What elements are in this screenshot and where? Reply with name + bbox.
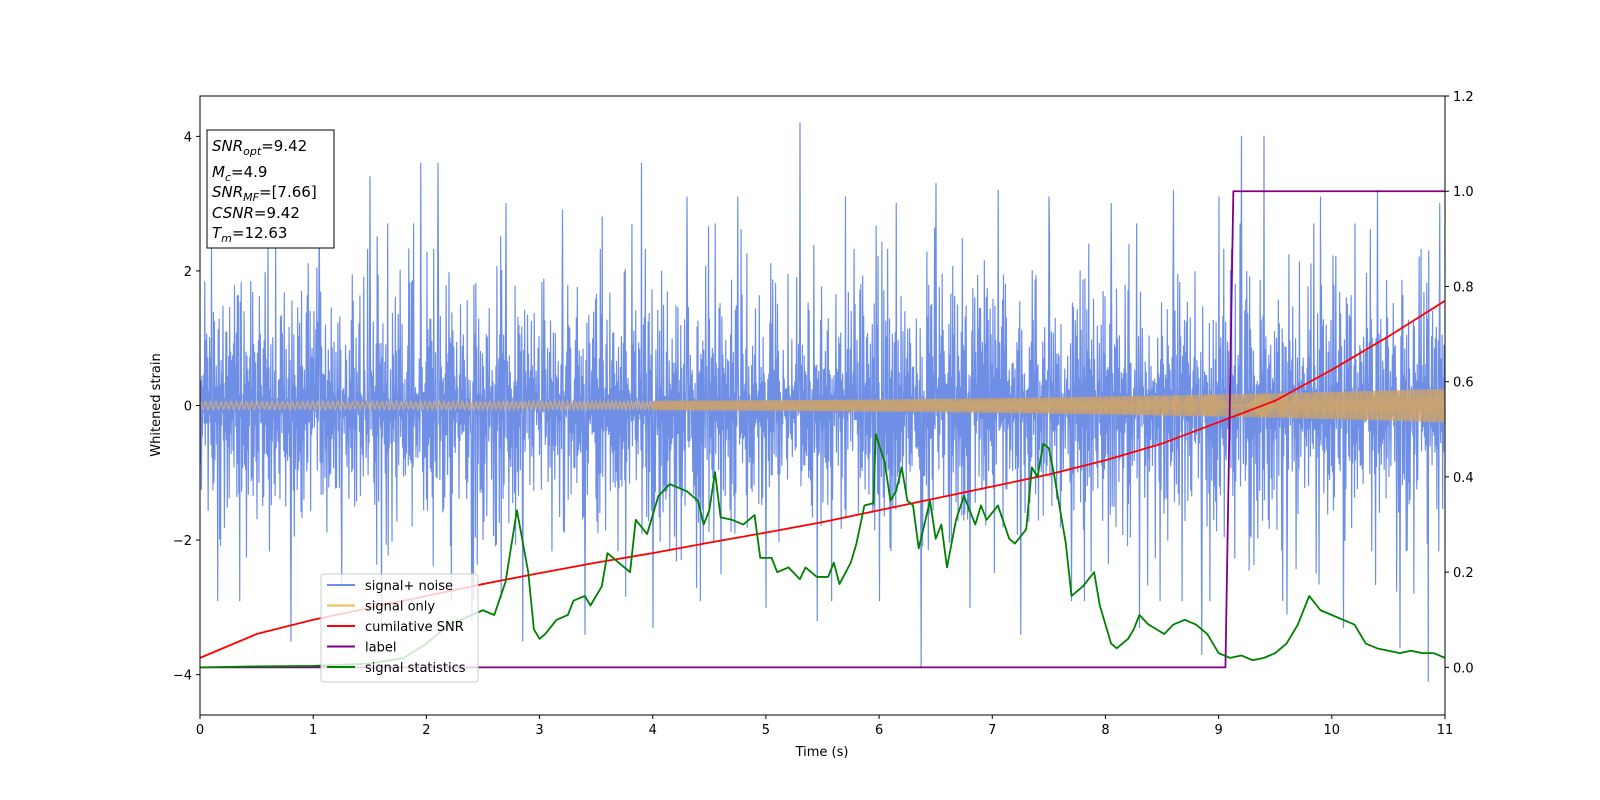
y-right-tick-label: 0.8 <box>1453 280 1474 295</box>
y-left-tick-label: −4 <box>173 669 192 684</box>
x-tick-label: 5 <box>762 723 770 738</box>
x-axis-label: Time (s) <box>795 745 849 760</box>
x-tick-label: 8 <box>1101 723 1109 738</box>
info-csnr: CSNR=9.42 <box>212 204 300 222</box>
x-tick-label: 10 <box>1324 723 1341 738</box>
y-right-tick-label: 0.2 <box>1453 566 1474 581</box>
info-box-frame <box>206 129 335 249</box>
legend-label: signal+ noise <box>365 579 453 594</box>
y-left-tick-label: 4 <box>184 130 192 145</box>
y-right-tick-label: 0.4 <box>1453 471 1474 486</box>
signal-only-series <box>200 388 1445 423</box>
axes: 0 1 2 3 4 5 6 7 8 9 10 11 4 2 0 −2 −4 1.2 1.0 0.8 0.6 0.4 0.2 0… <box>173 90 1474 738</box>
y-right-tick-label: 0.6 <box>1453 376 1474 391</box>
signal-only-envelope <box>652 388 1445 423</box>
x-tick-label: 0 <box>196 723 204 738</box>
info-box: SNRopt=9.42 Mc=4.9 SNRMF=[7.66] CSNR=9.4… <box>206 129 335 249</box>
y-axis-label: Whitened strain <box>149 353 164 456</box>
x-tick-label: 3 <box>535 723 543 738</box>
y-left-tick-label: 2 <box>184 265 192 280</box>
signal-statistics-line <box>200 433 1445 669</box>
x-tick-label: 4 <box>649 723 657 738</box>
legend-frame <box>320 573 479 683</box>
info-snr-opt: SNRopt=9.42 <box>212 137 307 158</box>
info-mc: Mc=4.9 <box>212 163 267 184</box>
x-tick-label: 7 <box>988 723 996 738</box>
y-left-tick-label: 0 <box>184 400 192 415</box>
label-line <box>200 190 1445 669</box>
x-tick-label: 11 <box>1437 723 1454 738</box>
legend-label: signal statistics <box>365 661 466 676</box>
y-right-tick-label: 1.2 <box>1453 90 1474 105</box>
y-left-tick-label: −2 <box>173 534 192 549</box>
x-tick-label: 1 <box>309 723 317 738</box>
legend: signal+ noise signal only cumilative SNR la… <box>320 573 479 683</box>
y-right-tick-label: 1.0 <box>1453 185 1474 200</box>
legend-label: label <box>365 641 396 656</box>
info-snr-mf: SNRMF=[7.66] <box>212 183 317 204</box>
x-tick-label: 9 <box>1214 723 1222 738</box>
legend-label: cumilative SNR <box>365 620 464 635</box>
info-tm: Tm=12.63 <box>212 224 287 245</box>
legend-label: signal only <box>365 600 435 615</box>
y-right-tick-label: 0.0 <box>1453 661 1474 676</box>
x-tick-label: 2 <box>422 723 430 738</box>
x-tick-label: 6 <box>875 723 883 738</box>
